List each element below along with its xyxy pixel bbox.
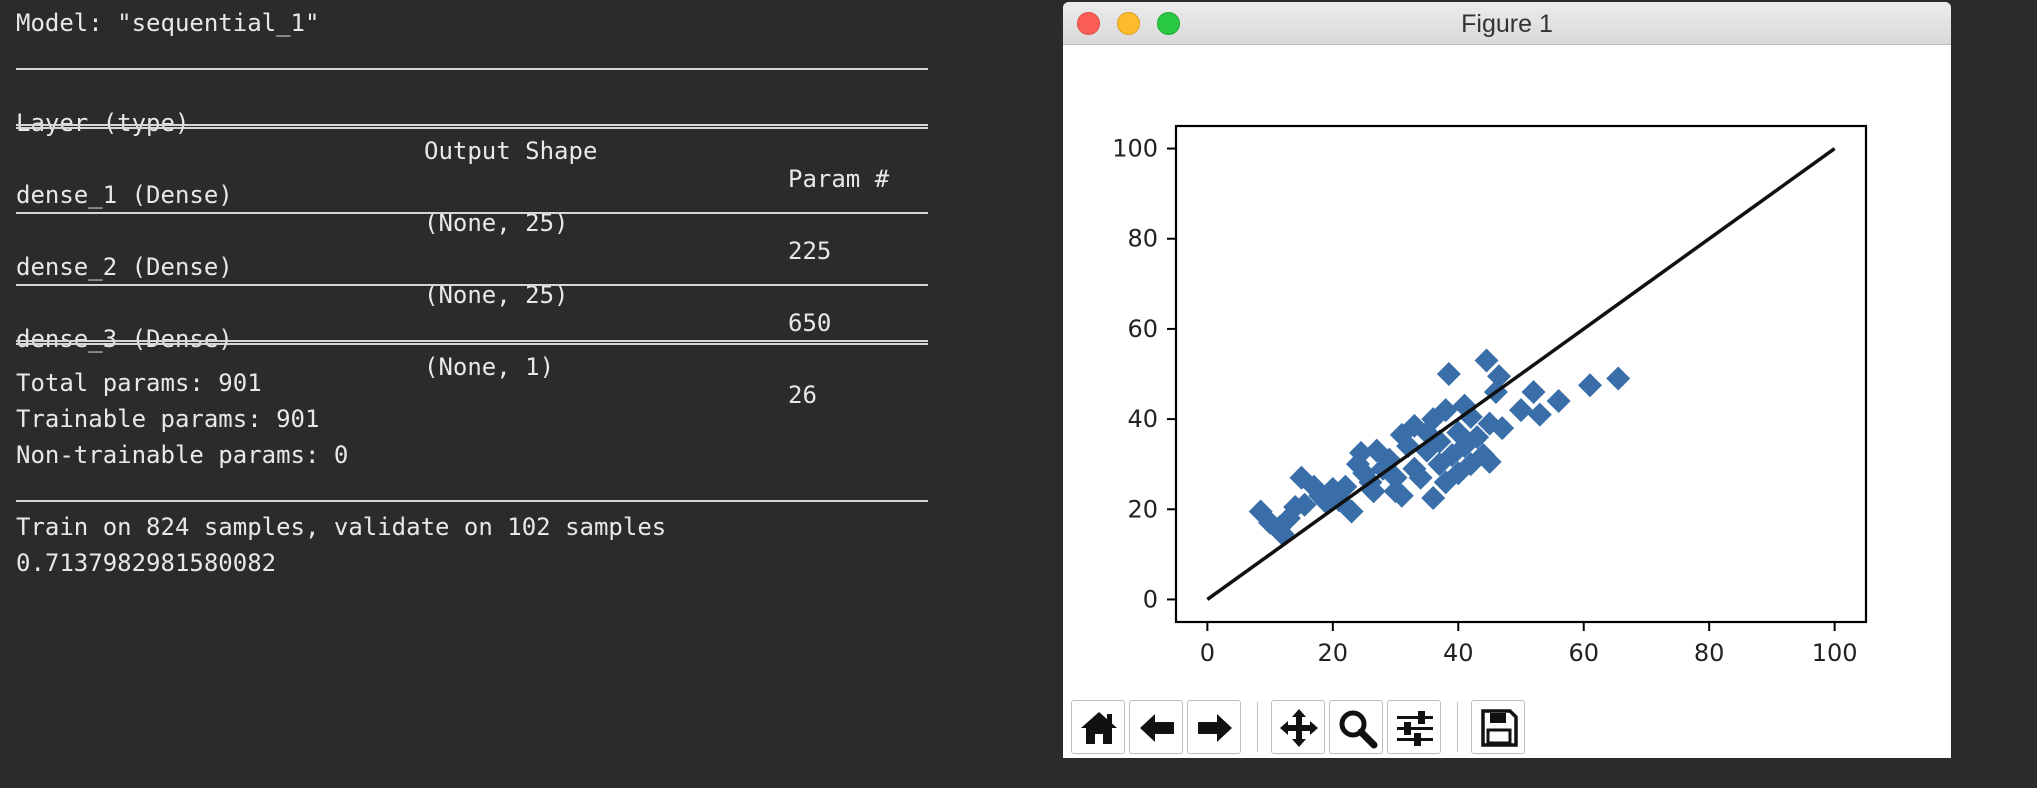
scatter-plot-canvas[interactable]: 0 20 40 60 80 100 0 20 40 60 80 100 (1063, 44, 1951, 692)
forward-button[interactable] (1187, 700, 1241, 754)
pan-button[interactable] (1271, 700, 1325, 754)
axis-ticks (1167, 147, 1836, 631)
layer-name: dense_3 (Dense) (16, 325, 233, 353)
maximize-window-button[interactable] (1157, 12, 1180, 35)
data-point (1258, 510, 1283, 535)
x-tick-label: 0 (1200, 639, 1215, 667)
layer-row: dense_1 (Dense) (None, 25) 225 (16, 153, 936, 265)
y-tick-label: 40 (1127, 405, 1158, 433)
data-point (1421, 407, 1446, 432)
data-point (1427, 452, 1452, 477)
header-output-shape: Output Shape (424, 137, 598, 165)
configure-subplots-icon (1397, 711, 1433, 746)
y-tick-label: 60 (1127, 315, 1158, 343)
toolbar-separator (1457, 702, 1458, 752)
train-info-line: Train on 824 samples, validate on 102 sa… (16, 513, 667, 541)
data-point (1333, 474, 1358, 499)
data-point (1509, 398, 1533, 423)
separator-rule (16, 500, 928, 502)
y-tick-label: 80 (1127, 225, 1158, 253)
layer-param-count: 225 (788, 237, 832, 265)
terminal-output: Model: "sequential_1" Layer (type) Outpu… (0, 0, 1000, 788)
zoom-button[interactable] (1329, 700, 1383, 754)
home-icon (1081, 712, 1117, 744)
home-button[interactable] (1071, 700, 1125, 754)
back-button[interactable] (1129, 700, 1183, 754)
data-point (1578, 373, 1602, 398)
data-point (1487, 364, 1512, 389)
forward-arrow-icon (1198, 714, 1232, 742)
separator-rule (16, 284, 928, 286)
data-point (1408, 465, 1433, 490)
data-point (1606, 366, 1631, 391)
layer-param-count: 26 (788, 381, 817, 409)
figure-toolbar (1063, 692, 1951, 758)
window-title: Figure 1 (1461, 10, 1553, 38)
y-tick-label: 0 (1143, 585, 1158, 613)
tick-labels: 0 20 40 60 80 100 0 20 40 60 80 100 (1112, 135, 1857, 667)
axes-frame (1174, 124, 1868, 624)
data-point (1352, 461, 1377, 486)
x-tick-label: 20 (1318, 639, 1349, 667)
back-arrow-icon (1140, 714, 1174, 742)
pan-move-icon (1280, 709, 1318, 747)
minimize-window-button[interactable] (1117, 12, 1140, 35)
y-tick-label: 100 (1112, 135, 1158, 163)
configure-subplots-button[interactable] (1387, 700, 1441, 754)
layer-row: dense_3 (Dense) (None, 1) 26 (16, 297, 936, 409)
x-tick-label: 100 (1812, 639, 1858, 667)
save-floppy-icon (1481, 709, 1518, 747)
data-point (1527, 402, 1552, 427)
data-point (1490, 416, 1515, 441)
data-point (1521, 380, 1546, 405)
data-point (1421, 486, 1446, 510)
data-point (1349, 440, 1374, 465)
save-button[interactable] (1471, 700, 1525, 754)
data-point (1433, 470, 1458, 495)
summary-header-row: Layer (type) Output Shape Param # (16, 81, 936, 193)
layer-row: dense_2 (Dense) (None, 25) 650 (16, 225, 936, 337)
zoom-magnifier-icon (1339, 710, 1378, 749)
window-titlebar[interactable]: Figure 1 (1063, 2, 1951, 45)
layer-name: dense_1 (Dense) (16, 181, 233, 209)
data-point (1458, 404, 1483, 429)
data-point (1383, 465, 1408, 490)
layer-param-count: 650 (788, 309, 832, 337)
data-point (1339, 499, 1364, 524)
data-point (1433, 398, 1458, 423)
y-tick-label: 20 (1127, 495, 1158, 523)
trainable-params-line: Trainable params: 901 (16, 405, 320, 433)
data-point (1292, 492, 1317, 517)
layer-name: dense_2 (Dense) (16, 253, 233, 281)
separator-rule (16, 68, 928, 70)
header-param-count: Param # (788, 165, 890, 193)
separator-rule (16, 212, 928, 214)
data-point (1364, 438, 1389, 463)
data-point (1474, 348, 1499, 373)
data-point (1546, 389, 1571, 414)
total-params-line: Total params: 901 (16, 369, 262, 397)
data-point (1465, 425, 1490, 450)
data-point (1389, 483, 1414, 508)
header-layer-type: Layer (type) (16, 109, 190, 137)
double-separator-rule (16, 340, 928, 345)
non-trainable-params-line: Non-trainable params: 0 (16, 441, 349, 469)
layer-output-shape: (None, 1) (424, 353, 555, 381)
x-tick-label: 40 (1443, 639, 1474, 667)
figure-window: Figure 1 0 20 40 60 80 100 0 20 40 60 80 100 (1063, 2, 1951, 758)
reference-identity-line (1206, 147, 1836, 601)
toolbar-separator (1257, 702, 1258, 752)
data-point (1436, 362, 1461, 386)
data-point (1477, 449, 1502, 474)
x-tick-label: 80 (1694, 639, 1725, 667)
score-output-line: 0.7137982981580082 (16, 549, 277, 577)
data-point (1289, 465, 1314, 490)
x-tick-label: 60 (1568, 639, 1599, 667)
double-separator-rule (16, 124, 928, 129)
close-window-button[interactable] (1077, 12, 1100, 35)
model-name-line: Model: "sequential_1" (16, 9, 320, 37)
data-point (1248, 499, 1273, 524)
data-point (1396, 434, 1421, 459)
